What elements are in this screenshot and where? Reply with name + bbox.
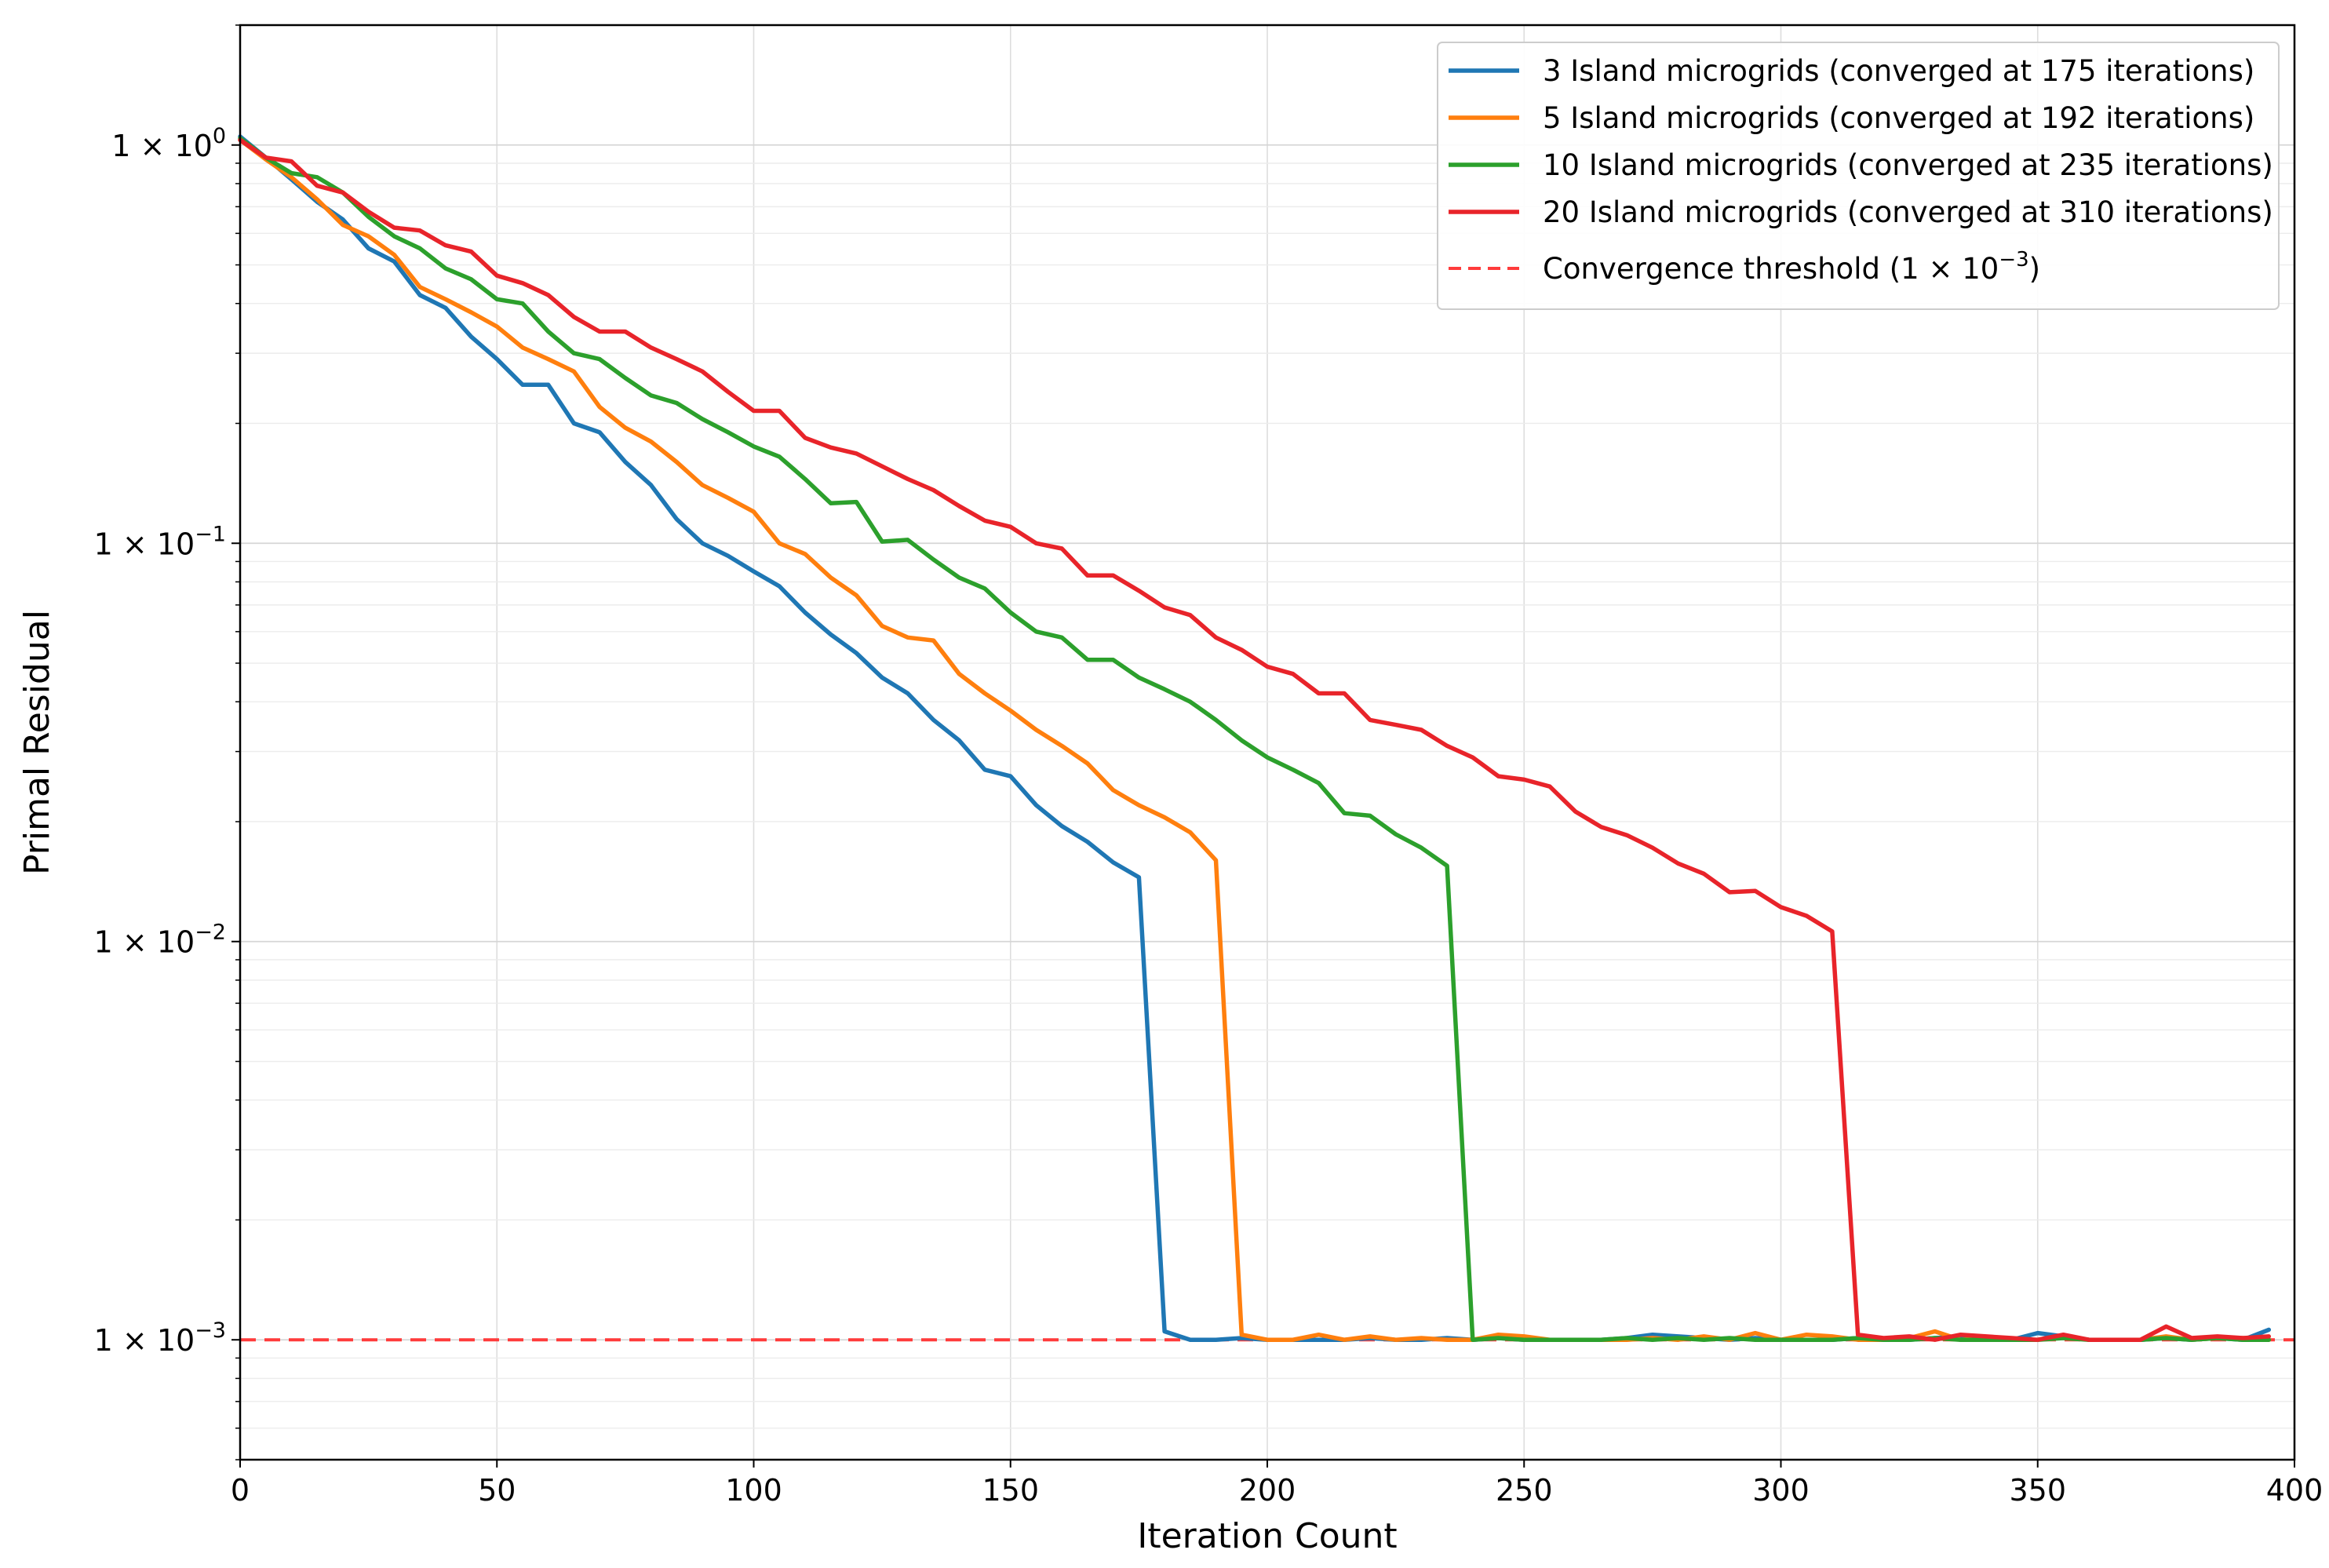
legend: 3 Island microgrids (converged at 175 it… <box>1437 42 2280 310</box>
x-tick-label: 50 <box>478 1473 516 1508</box>
legend-label-1: 3 Island microgrids (converged at 175 it… <box>1543 54 2254 88</box>
y-axis-title: Primal Residual <box>17 610 57 875</box>
y-axis-ticks: 1 × 100 1 × 10−1 1 × 10−2 1 × 10−3 <box>94 24 240 1460</box>
x-tick-label: 300 <box>1752 1473 1810 1508</box>
x-tick-label: 150 <box>982 1473 1039 1508</box>
x-tick-label: 350 <box>2009 1473 2066 1508</box>
series-layer <box>238 134 2272 1342</box>
y-tick-label: 1 × 10−3 <box>94 1318 226 1358</box>
y-tick-label: 1 × 10−1 <box>94 522 226 561</box>
legend-label-2: 5 Island microgrids (converged at 192 it… <box>1543 101 2254 135</box>
x-axis-title: Iteration Count <box>1137 1516 1397 1556</box>
x-tick-label: 100 <box>725 1473 782 1508</box>
y-tick-label: 1 × 10−2 <box>94 921 226 960</box>
x-tick-label: 250 <box>1496 1473 1553 1508</box>
legend-label-threshold: Convergence threshold (1 × 10−3) <box>1543 248 2040 286</box>
x-tick-label: 400 <box>2266 1473 2324 1508</box>
series-line-4 <box>238 137 2272 1342</box>
x-tick-label: 200 <box>1239 1473 1296 1508</box>
x-axis-ticks: 0 50 100 150 200 250 300 350 400 <box>231 1460 2323 1508</box>
legend-label-3: 10 Island microgrids (converged at 235 i… <box>1543 148 2273 182</box>
legend-box <box>1437 42 2280 310</box>
legend-label-4: 20 Island microgrids (converged at 310 i… <box>1543 195 2273 229</box>
x-tick-label: 0 <box>231 1473 250 1508</box>
y-tick-label: 1 × 100 <box>111 124 226 163</box>
series-line-2 <box>238 137 2272 1342</box>
